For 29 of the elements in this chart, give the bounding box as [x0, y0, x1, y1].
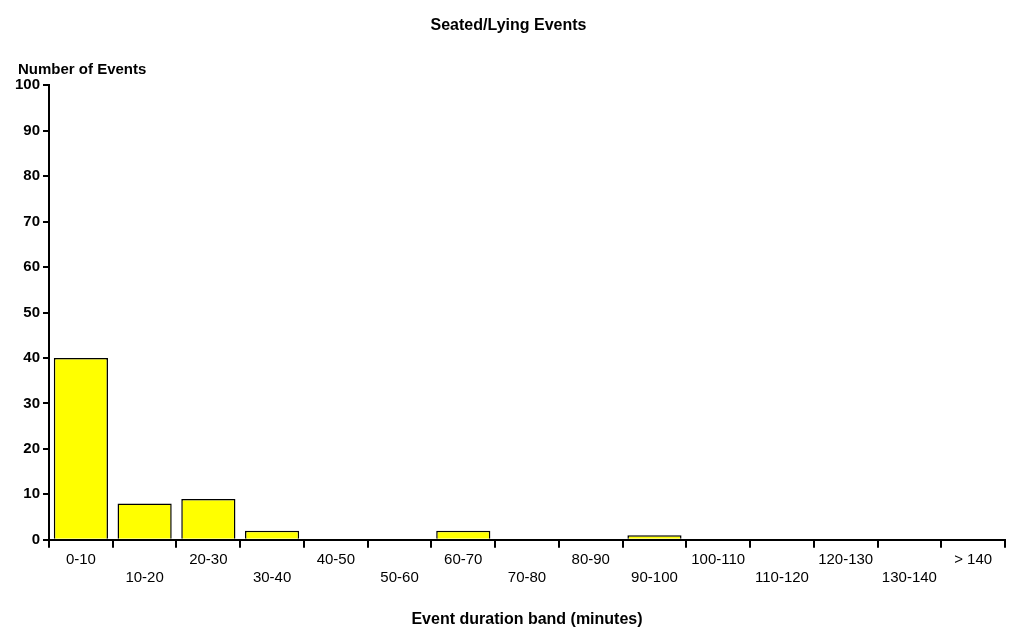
- y-tick-label: 70: [23, 211, 41, 229]
- chart-title: Seated/Lying Events: [430, 16, 587, 34]
- y-tick-label: 100: [15, 75, 41, 93]
- x-tick-label: 80-90: [571, 549, 610, 567]
- x-tick-label: > 140: [954, 549, 993, 567]
- x-tick-label: 60-70: [444, 549, 483, 567]
- y-tick-label: 40: [23, 348, 41, 366]
- x-tick-label: 110-120: [754, 567, 809, 585]
- y-tick-label: 60: [23, 257, 41, 275]
- x-tick-label: 30-40: [252, 567, 292, 585]
- y-tick-label: 30: [23, 393, 41, 411]
- y-tick-label: 50: [23, 302, 41, 320]
- x-tick-label: 70-80: [507, 567, 547, 585]
- x-tick-label: 50-60: [380, 567, 419, 585]
- x-tick-label: 100-110: [691, 549, 746, 567]
- x-tick-label: 10-20: [125, 567, 164, 585]
- x-tick-label: 120-130: [818, 549, 874, 567]
- y-tick-label: 0: [31, 529, 41, 547]
- x-tick-label: 90-100: [631, 567, 678, 585]
- y-axis-title: Number of Events: [18, 59, 147, 77]
- x-tick-label: 20-30: [189, 549, 228, 567]
- x-tick-label: 0-10: [65, 549, 96, 567]
- x-axis-title: Event duration band (minutes): [411, 609, 643, 627]
- y-tick-label: 20: [23, 439, 41, 457]
- y-tick-label: 10: [23, 484, 41, 502]
- y-tick-label: 80: [23, 166, 41, 184]
- x-tick-label: 40-50: [316, 549, 356, 567]
- x-tick-label: 130-140: [881, 567, 937, 585]
- y-tick-label: 90: [23, 120, 41, 138]
